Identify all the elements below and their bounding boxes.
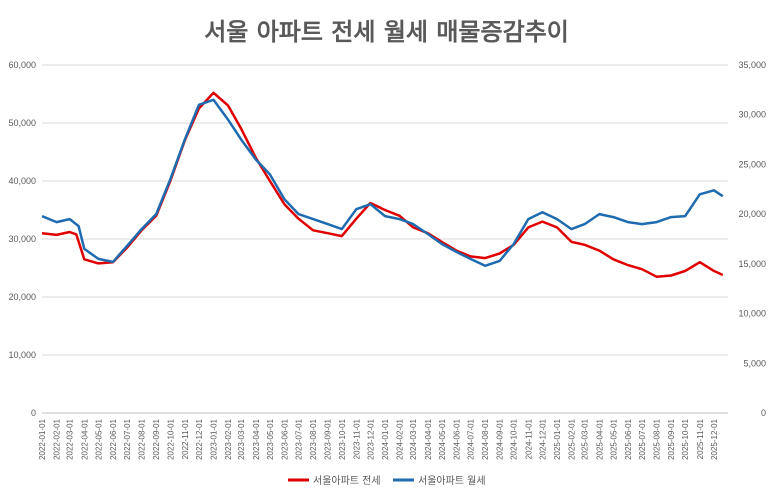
right-tick-label: 5,000 xyxy=(743,358,766,368)
left-tick-label: 20,000 xyxy=(8,292,36,302)
x-tick-label: 2023-09-01 xyxy=(324,418,333,459)
right-axis: 0 5,000 10,000 15,000 20,000 25,000 30,000 35,0… xyxy=(738,60,766,418)
x-tick-label: 2023-11-01 xyxy=(352,418,361,459)
x-tick-label: 2022-08-01 xyxy=(138,418,147,459)
x-tick-label: 2023-10-01 xyxy=(338,418,347,459)
x-tick-label: 2024-02-01 xyxy=(396,418,405,459)
x-tick-label: 2024-03-01 xyxy=(409,418,418,459)
x-tick-label: 2025-12-01 xyxy=(710,418,719,459)
right-tick-label: 0 xyxy=(761,408,766,418)
x-tick-label: 2024-11-01 xyxy=(524,418,533,459)
left-tick-label: 0 xyxy=(31,408,36,418)
x-tick-label: 2024-09-01 xyxy=(496,418,505,459)
left-axis: 0 10,000 20,000 30,000 40,000 50,000 60,000 xyxy=(8,60,36,418)
x-tick-label: 2025-09-01 xyxy=(667,418,676,459)
x-tick-label: 2023-03-01 xyxy=(237,418,246,459)
x-tick-label: 2024-08-01 xyxy=(481,418,490,459)
x-tick-label: 2023-04-01 xyxy=(252,418,261,459)
x-tick-label: 2023-06-01 xyxy=(280,418,289,459)
series-lines xyxy=(41,91,724,278)
x-tick-label: 2022-05-01 xyxy=(94,418,103,459)
x-tick-label: 2023-05-01 xyxy=(266,418,275,459)
series-line-wolse xyxy=(41,98,724,268)
x-tick-label: 2023-07-01 xyxy=(295,418,304,459)
right-tick-label: 20,000 xyxy=(738,209,766,219)
left-tick-label: 50,000 xyxy=(8,118,36,128)
x-tick-label: 2023-02-01 xyxy=(224,418,233,459)
x-tick-label: 2024-06-01 xyxy=(452,418,461,459)
x-tick-label: 2025-07-01 xyxy=(638,418,647,459)
x-tick-label: 2025-04-01 xyxy=(595,418,604,459)
x-tick-label: 2023-01-01 xyxy=(210,418,219,459)
x-tick-label: 2023-12-01 xyxy=(366,418,375,459)
right-tick-label: 10,000 xyxy=(738,309,766,319)
legend: 서울아파트 전세 서울아파트 월세 xyxy=(288,475,486,487)
x-tick-label: 2023-08-01 xyxy=(309,418,318,459)
x-tick-label: 2022-11-01 xyxy=(181,418,190,459)
x-tick-label: 2025-02-01 xyxy=(568,418,577,459)
left-tick-label: 60,000 xyxy=(8,60,36,70)
chart-title: 서울 아파트 전세 월세 매물증감추이 xyxy=(204,18,569,46)
x-tick-label: 2022-10-01 xyxy=(166,418,175,459)
x-tick-label: 2024-05-01 xyxy=(438,418,447,459)
series-line-jeonse xyxy=(41,91,724,278)
x-tick-label: 2025-08-01 xyxy=(653,418,662,459)
right-tick-label: 15,000 xyxy=(738,259,766,269)
x-axis: 2022-01-01 2022-02-01 2022-03-01 2022-04-01… xyxy=(38,418,719,459)
x-tick-label: 2024-10-01 xyxy=(510,418,519,459)
x-tick-label: 2025-03-01 xyxy=(581,418,590,459)
left-tick-label: 40,000 xyxy=(8,176,36,186)
x-tick-label: 2022-01-01 xyxy=(38,418,47,459)
x-tick-label: 2022-12-01 xyxy=(195,418,204,459)
x-tick-label: 2025-06-01 xyxy=(624,418,633,459)
grid-lines xyxy=(42,64,728,414)
right-tick-label: 25,000 xyxy=(738,159,766,169)
legend-label-wolse: 서울아파트 월세 xyxy=(418,475,486,487)
left-tick-label: 30,000 xyxy=(8,234,36,244)
x-tick-label: 2025-05-01 xyxy=(609,418,618,459)
right-tick-label: 30,000 xyxy=(738,110,766,120)
x-tick-label: 2025-11-01 xyxy=(696,418,705,459)
left-tick-label: 10,000 xyxy=(8,350,36,360)
x-tick-label: 2024-12-01 xyxy=(538,418,547,459)
x-tick-label: 2025-10-01 xyxy=(681,418,690,459)
x-tick-label: 2022-09-01 xyxy=(152,418,161,459)
x-tick-label: 2022-03-01 xyxy=(66,418,75,459)
x-tick-label: 2024-04-01 xyxy=(424,418,433,459)
legend-label-jeonse: 서울아파트 전세 xyxy=(313,475,381,487)
x-tick-label: 2024-07-01 xyxy=(467,418,476,459)
x-tick-label: 2022-04-01 xyxy=(80,418,89,459)
right-tick-label: 35,000 xyxy=(738,60,766,70)
x-tick-label: 2024-01-01 xyxy=(381,418,390,459)
x-tick-label: 2022-06-01 xyxy=(109,418,118,459)
x-tick-label: 2022-07-01 xyxy=(123,418,132,459)
x-tick-label: 2025-01-01 xyxy=(553,418,562,459)
x-tick-label: 2022-02-01 xyxy=(53,418,62,459)
